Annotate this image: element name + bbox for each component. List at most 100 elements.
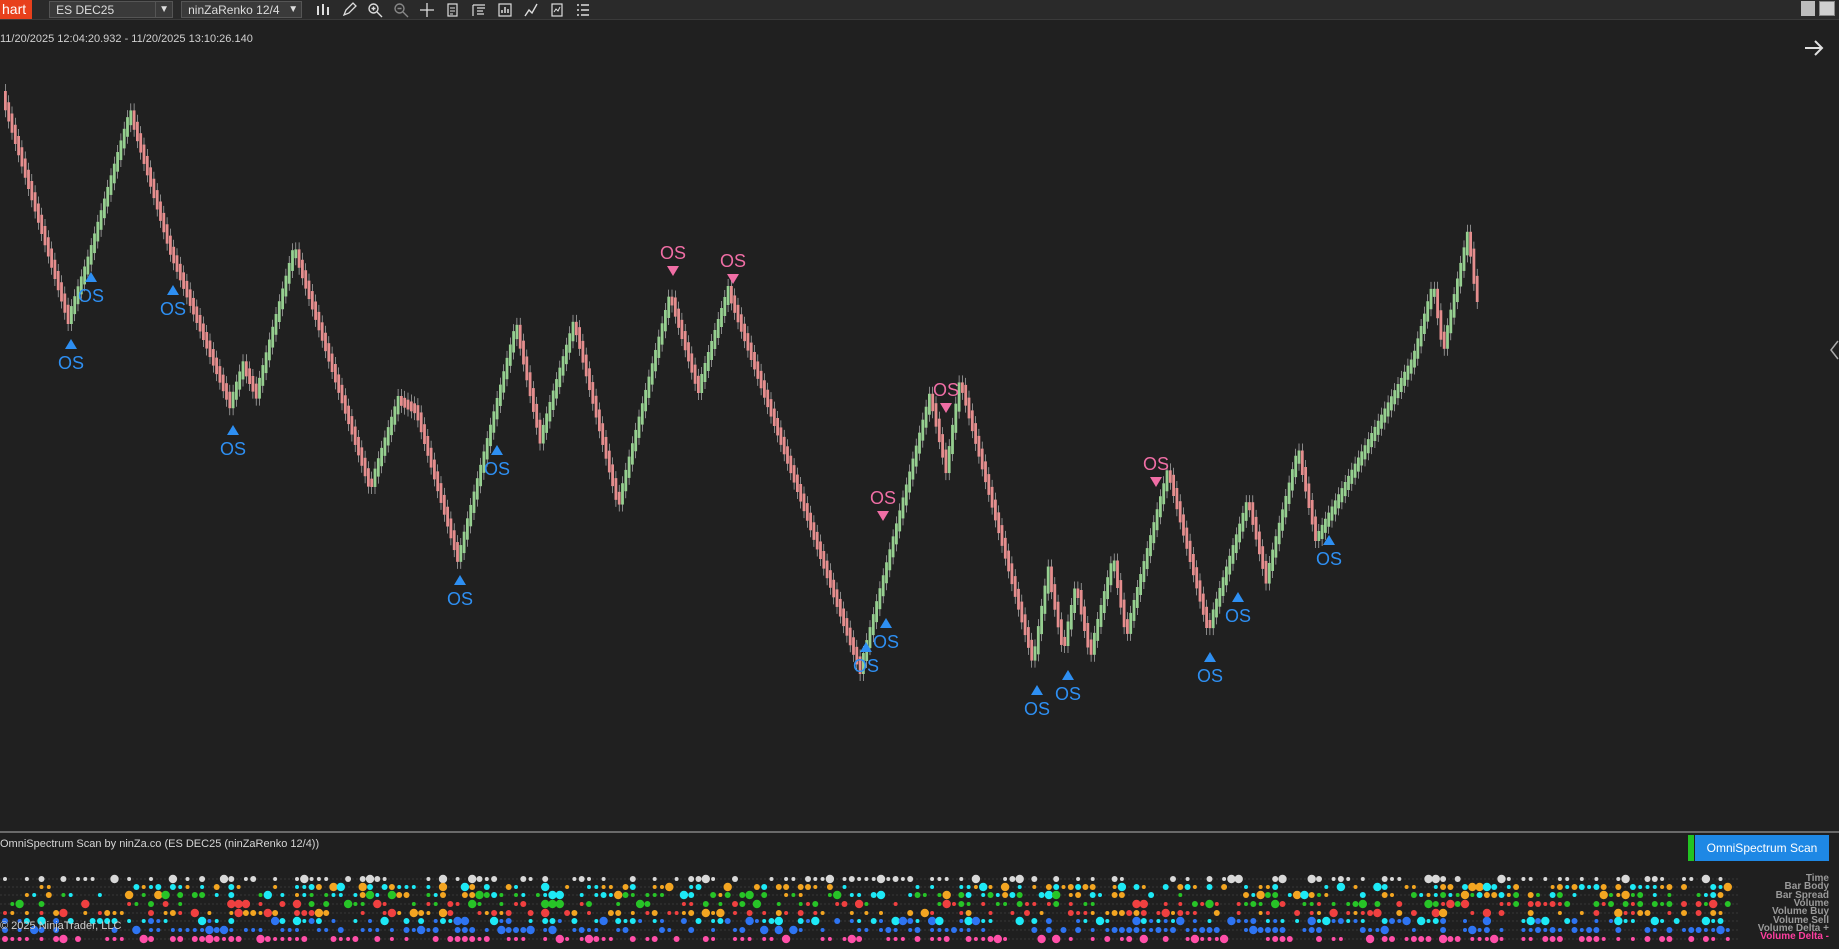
scan-dot xyxy=(484,928,489,932)
scan-dot xyxy=(1476,892,1483,898)
renko-bar xyxy=(819,541,822,560)
instrument-selector[interactable]: ES DEC25 ▼ xyxy=(49,1,174,18)
scan-dot xyxy=(1076,911,1081,915)
scan-dot xyxy=(688,876,695,882)
scan-dot xyxy=(1234,874,1243,884)
scan-dot xyxy=(336,882,345,892)
templates-icon[interactable] xyxy=(471,2,487,18)
scan-dot xyxy=(659,927,665,933)
scan-dot xyxy=(359,892,366,898)
scan-dot xyxy=(981,928,986,932)
scan-dot xyxy=(937,928,942,932)
chevron-down-icon[interactable]: ▼ xyxy=(155,2,172,17)
scan-dot xyxy=(1468,882,1477,892)
renko-bar xyxy=(192,297,195,315)
renko-bar xyxy=(914,445,918,467)
renko-bar xyxy=(456,542,459,562)
scan-dot xyxy=(1273,919,1278,923)
renko-bar xyxy=(307,280,311,300)
scan-dot xyxy=(192,928,197,932)
scan-dot xyxy=(1090,902,1095,906)
scan-dot xyxy=(1190,934,1200,944)
scan-dot xyxy=(302,893,307,897)
crosshair-icon[interactable] xyxy=(419,2,435,18)
renko-bar xyxy=(1135,587,1139,608)
renko-bar xyxy=(1366,439,1370,454)
strategies-icon[interactable] xyxy=(497,2,513,18)
scan-dot xyxy=(1630,919,1635,923)
scan-dot xyxy=(1615,884,1622,890)
scan-dot xyxy=(1126,936,1133,942)
scan-dot xyxy=(1214,902,1219,906)
scan-dot xyxy=(629,876,636,882)
scan-dot xyxy=(1148,892,1155,898)
panel-divider[interactable] xyxy=(0,831,1839,833)
maximize-button[interactable] xyxy=(1819,1,1835,16)
chevron-left-icon[interactable] xyxy=(1829,340,1839,360)
renko-bar xyxy=(1027,627,1030,648)
scan-dot xyxy=(1083,911,1088,915)
data-box-icon[interactable] xyxy=(549,2,565,18)
scan-dot xyxy=(185,928,190,932)
zoom-in-icon[interactable] xyxy=(367,2,383,18)
scan-dot xyxy=(578,927,585,933)
list-icon[interactable] xyxy=(575,2,591,18)
renko-bar xyxy=(1357,457,1360,472)
scan-dot xyxy=(761,884,768,890)
window-button[interactable] xyxy=(1801,1,1815,16)
zoom-out-icon[interactable] xyxy=(393,2,409,18)
pencil-icon[interactable] xyxy=(341,1,358,18)
bar-type-selector[interactable]: ninZaRenko 12/4 ▼ xyxy=(181,1,303,18)
renko-bar xyxy=(1423,313,1426,334)
renko-bar xyxy=(664,309,667,332)
scan-dot xyxy=(1491,884,1498,890)
scan-dot xyxy=(1506,885,1511,889)
renko-bar xyxy=(855,646,859,665)
scan-dot xyxy=(1272,884,1279,890)
scan-dot xyxy=(228,884,235,890)
scan-dot xyxy=(1468,925,1477,935)
renko-bar xyxy=(541,424,545,444)
scan-dot xyxy=(1206,876,1213,882)
scan-dot xyxy=(1178,902,1183,906)
scan-dot xyxy=(635,899,645,909)
scan-dot xyxy=(1317,919,1321,923)
scan-dot xyxy=(1579,877,1584,881)
properties-icon[interactable] xyxy=(445,2,461,18)
scan-dot xyxy=(1272,927,1279,933)
scan-dot xyxy=(1528,928,1533,932)
scan-dot xyxy=(1257,927,1264,933)
scan-dot xyxy=(213,927,220,933)
scan-dot xyxy=(667,911,672,915)
renko-bar xyxy=(83,266,86,285)
scan-dot xyxy=(879,919,883,923)
renko-bar xyxy=(796,474,799,492)
scan-dot xyxy=(1090,928,1095,932)
scan-dot xyxy=(505,918,512,924)
renko-bar xyxy=(723,297,727,316)
chart-tab[interactable]: hart xyxy=(0,0,33,19)
renko-bar xyxy=(825,560,829,579)
arrow-right-icon[interactable] xyxy=(1800,36,1828,60)
renko-bar xyxy=(409,401,413,412)
renko-bar xyxy=(792,465,796,483)
scan-dot xyxy=(1265,885,1270,889)
scan-dot xyxy=(39,885,44,889)
price-chart-panel[interactable] xyxy=(0,20,1839,831)
bars-icon[interactable] xyxy=(315,2,331,18)
chevron-down-icon[interactable]: ▼ xyxy=(288,4,299,15)
scan-dot xyxy=(806,919,810,923)
indicators-icon[interactable] xyxy=(523,2,539,18)
scan-dot xyxy=(1192,928,1197,932)
scan-dot xyxy=(1052,890,1061,900)
scan-dot xyxy=(1140,910,1147,916)
renko-bar xyxy=(188,289,192,306)
scan-dot xyxy=(1316,936,1322,942)
omnispectrum-scan-button[interactable]: OmniSpectrum Scan xyxy=(1695,835,1829,861)
scan-dot xyxy=(1117,882,1127,892)
scan-dot xyxy=(1089,892,1096,898)
renko-bar xyxy=(235,381,238,400)
scan-dot xyxy=(1564,901,1571,907)
renko-bar xyxy=(749,342,753,360)
buy-signal-arrow xyxy=(1062,670,1074,680)
